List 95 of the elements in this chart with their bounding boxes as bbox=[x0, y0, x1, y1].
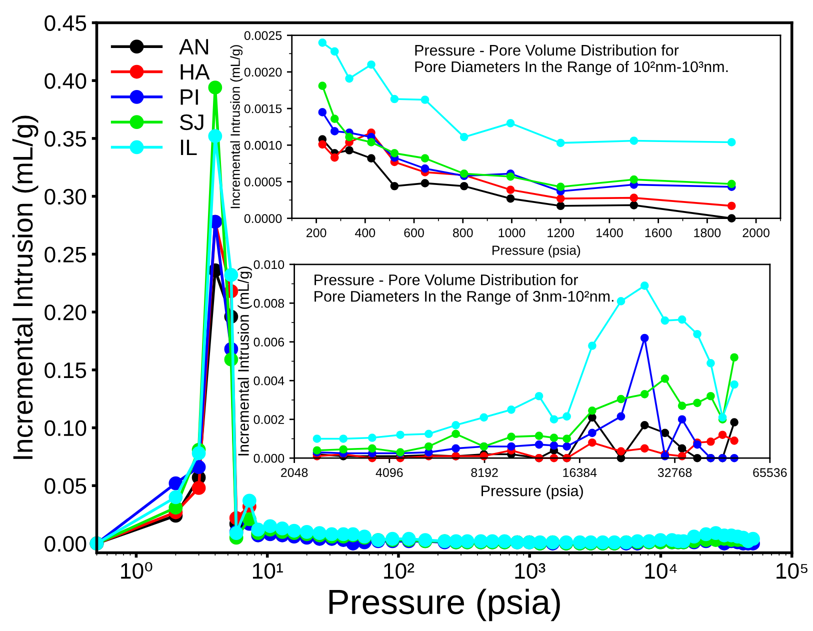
x-axis-title: Pressure (psia) bbox=[492, 245, 580, 258]
point bbox=[330, 47, 339, 56]
y-tick-label: 0.002 bbox=[254, 415, 284, 424]
point bbox=[345, 146, 354, 154]
text: Pressure - Pore Volume Distribution for Pore Diameters In the Range of 10²nm-10³nm. bbox=[415, 44, 728, 76]
point bbox=[318, 38, 327, 47]
x-tick-label: 4096 bbox=[376, 468, 403, 478]
y-tick-label: 0.010 bbox=[254, 260, 284, 270]
point bbox=[390, 149, 399, 158]
y-axis-title: Incremental Intrusion (mL/g) bbox=[230, 45, 243, 208]
point bbox=[367, 60, 376, 69]
point bbox=[420, 154, 430, 162]
point bbox=[630, 194, 638, 202]
point bbox=[460, 132, 468, 142]
legend-label: HA bbox=[180, 64, 210, 80]
point bbox=[727, 202, 736, 210]
y-tick-label: 0.25 bbox=[44, 246, 86, 262]
point bbox=[727, 138, 736, 146]
y-axis-title: Incremental Intrusion (mL/g) bbox=[12, 116, 38, 459]
point bbox=[506, 186, 515, 194]
text: Pressure - Pore Volume Distribution for Pore Diameters In the Range of 3nm-10²nm. bbox=[314, 274, 614, 305]
x-tick-label: 10⁰ bbox=[121, 562, 152, 579]
point bbox=[420, 164, 430, 173]
point bbox=[345, 132, 354, 142]
point bbox=[318, 140, 327, 149]
x-tick-label: 32768 bbox=[658, 468, 692, 478]
y-tick-label: 0.0015 bbox=[244, 104, 282, 114]
x-tick-label: 10¹ bbox=[252, 563, 283, 579]
y-tick-label: 0.15 bbox=[44, 362, 86, 378]
x-tick-label: 2000 bbox=[742, 228, 770, 238]
point bbox=[506, 194, 515, 203]
point bbox=[420, 179, 430, 188]
y-tick-label: 0.35 bbox=[44, 130, 86, 147]
x-tick-label: 800 bbox=[453, 228, 473, 238]
y-tick-label: 0.004 bbox=[254, 376, 284, 386]
legend-label: IL bbox=[181, 140, 197, 156]
x-tick-label: 10⁵ bbox=[776, 563, 808, 579]
point bbox=[390, 94, 399, 104]
legend-label: AN bbox=[179, 39, 208, 54]
y-axis-title: Incremental Intrusion (mL/g) bbox=[238, 266, 252, 456]
point bbox=[506, 119, 515, 128]
y-tick-label: 0.0010 bbox=[244, 140, 282, 150]
x-tick-label: 1600 bbox=[645, 228, 672, 238]
y-tick-label: 0.000 bbox=[254, 454, 284, 463]
point bbox=[556, 194, 565, 203]
point bbox=[318, 82, 327, 90]
point bbox=[318, 108, 327, 116]
point bbox=[630, 136, 638, 145]
y-tick-label: 0.30 bbox=[44, 188, 86, 205]
point bbox=[367, 138, 376, 146]
x-tick-label: 400 bbox=[355, 228, 376, 238]
x-tick-label: 16384 bbox=[563, 468, 597, 478]
x-axis-title: Pressure (psia) bbox=[482, 485, 583, 500]
point bbox=[556, 182, 565, 192]
y-tick-label: 0.45 bbox=[44, 15, 86, 31]
point bbox=[390, 182, 399, 190]
x-tick-label: 2048 bbox=[281, 468, 308, 478]
point bbox=[727, 180, 736, 188]
y-tick-label: 0.0025 bbox=[244, 31, 282, 40]
y-tick-label: 0.05 bbox=[44, 478, 86, 494]
y-tick-label: 0.0005 bbox=[244, 178, 282, 186]
point bbox=[556, 202, 565, 210]
x-tick-label: 10³ bbox=[515, 563, 546, 579]
x-tick-label: 1000 bbox=[498, 228, 526, 238]
y-tick-label: 0.10 bbox=[44, 420, 86, 436]
y-tick-label: 0.00 bbox=[44, 536, 86, 552]
point bbox=[345, 74, 354, 83]
y-tick-label: 0.0000 bbox=[244, 214, 282, 223]
point bbox=[460, 182, 468, 190]
point bbox=[330, 127, 339, 136]
x-tick-label: 600 bbox=[404, 228, 424, 238]
y-tick-label: 0.40 bbox=[44, 73, 86, 89]
x-tick-label: 200 bbox=[306, 228, 326, 238]
x-axis-title: Pressure (psia) bbox=[329, 588, 560, 622]
x-tick-label: 1800 bbox=[694, 228, 721, 238]
point bbox=[420, 96, 430, 104]
point bbox=[330, 153, 339, 162]
y-tick-label: 0.0020 bbox=[244, 68, 282, 77]
x-tick-label: 10² bbox=[384, 563, 414, 579]
legend-label: SJ bbox=[180, 114, 204, 130]
y-tick-label: 0.20 bbox=[44, 304, 86, 320]
x-tick-label: 10⁴ bbox=[645, 563, 677, 579]
point bbox=[367, 154, 376, 162]
legend-label: PI bbox=[180, 89, 198, 105]
y-tick-label: 0.008 bbox=[254, 298, 284, 308]
x-tick-label: 1400 bbox=[596, 228, 623, 238]
x-tick-label: 1200 bbox=[548, 228, 574, 238]
point bbox=[630, 200, 638, 210]
x-tick-label: 8192 bbox=[471, 468, 498, 478]
point bbox=[556, 138, 565, 148]
point bbox=[330, 114, 339, 123]
y-tick-label: 0.006 bbox=[254, 338, 284, 347]
point bbox=[630, 175, 638, 184]
point bbox=[506, 172, 515, 181]
x-tick-label: 65536 bbox=[753, 468, 787, 478]
